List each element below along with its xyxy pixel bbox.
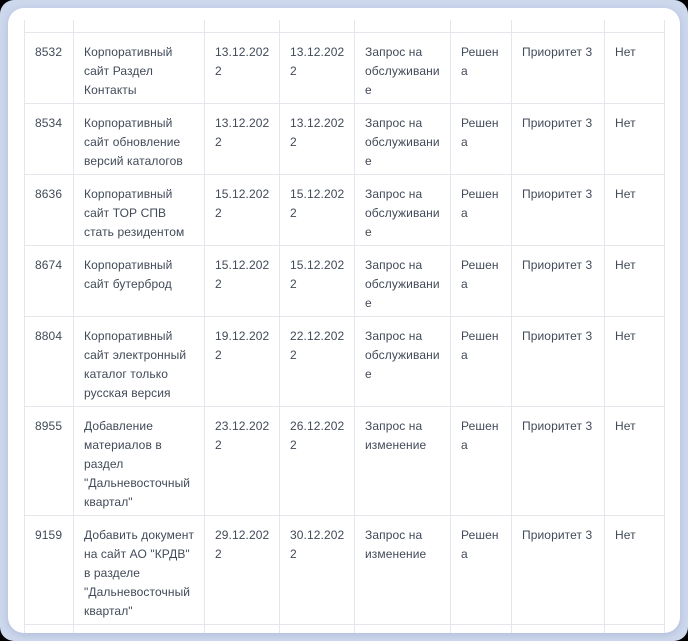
ticket-date-end-cell: 22.12.2022 <box>279 316 355 407</box>
ticket-id-cell: 8636 <box>24 174 74 246</box>
ticket-subject-cell: Корпоративный сайт электронный каталог т… <box>73 316 205 407</box>
table-row[interactable]: 8534 Корпоративный сайт обновление верси… <box>24 103 665 175</box>
ticket-date-start-cell: 13.12.2022 <box>204 103 280 175</box>
table-row[interactable]: 9183 Корпоративный сайт_убрать баннер 30… <box>24 624 665 633</box>
ticket-priority-cell: Приоритет 3 <box>511 624 605 633</box>
ticket-flag-cell: Нет <box>604 32 665 104</box>
ticket-flag-cell: Нет <box>604 406 665 516</box>
clipped-row-top <box>24 20 665 33</box>
ticket-priority-cell: Приоритет 3 <box>511 103 605 175</box>
ticket-priority-cell: Приоритет 3 <box>511 32 605 104</box>
ticket-date-start-cell: 29.12.2022 <box>204 515 280 625</box>
ticket-subject-cell: Корпоративный сайт обновление версий кат… <box>73 103 205 175</box>
ticket-status-cell: Решена <box>450 624 512 633</box>
ticket-date-end-cell: 15.12.2022 <box>279 245 355 317</box>
ticket-priority-cell: Приоритет 3 <box>511 174 605 246</box>
ticket-id-cell: 8674 <box>24 245 74 317</box>
ticket-date-start-cell: 13.12.2022 <box>204 32 280 104</box>
tickets-table: 8532 Корпоративный сайт Раздел Контакты … <box>24 20 665 633</box>
ticket-flag-cell: Нет <box>604 245 665 317</box>
ticket-id-cell: 9183 <box>24 624 74 633</box>
ticket-id-cell: 8955 <box>24 406 74 516</box>
ticket-date-end-cell: 15.12.2022 <box>279 174 355 246</box>
ticket-flag-cell: Нет <box>604 316 665 407</box>
ticket-id-cell: 8804 <box>24 316 74 407</box>
ticket-status-cell: Решена <box>450 316 512 407</box>
ticket-date-end-cell: 13.12.2022 <box>279 103 355 175</box>
ticket-date-start-cell: 23.12.2022 <box>204 406 280 516</box>
ticket-request-type-cell: Запрос на изменение <box>354 515 451 625</box>
table-row[interactable]: 8636 Корпоративный сайт ТОР СПВ стать ре… <box>24 174 665 246</box>
ticket-date-end-cell: 13.12.2022 <box>279 32 355 104</box>
ticket-id-cell: 8532 <box>24 32 74 104</box>
ticket-subject-cell: Корпоративный сайт ТОР СПВ стать резиден… <box>73 174 205 246</box>
content-card: 8532 Корпоративный сайт Раздел Контакты … <box>8 8 680 633</box>
ticket-id-cell: 8534 <box>24 103 74 175</box>
ticket-flag-cell: Нет <box>604 624 665 633</box>
ticket-request-type-cell: Запрос на обслуживание <box>354 32 451 104</box>
ticket-date-end-cell: 26.12.2022 <box>279 406 355 516</box>
ticket-date-start-cell: 15.12.2022 <box>204 174 280 246</box>
ticket-status-cell: Решена <box>450 32 512 104</box>
ticket-priority-cell: Приоритет 3 <box>511 316 605 407</box>
table-row[interactable]: 9159 Добавить документ на сайт АО "КРДВ"… <box>24 515 665 625</box>
ticket-status-cell: Решена <box>450 515 512 625</box>
ticket-subject-cell: Корпоративный сайт Раздел Контакты <box>73 32 205 104</box>
ticket-priority-cell: Приоритет 3 <box>511 406 605 516</box>
ticket-request-type-cell: Запрос на обслуживание <box>354 624 451 633</box>
ticket-flag-cell: Нет <box>604 515 665 625</box>
ticket-flag-cell: Нет <box>604 103 665 175</box>
table-row[interactable]: 8955 Добавление материалов в раздел "Дал… <box>24 406 665 516</box>
ticket-date-start-cell: 30.12.2022 <box>204 624 280 633</box>
ticket-flag-cell: Нет <box>604 174 665 246</box>
ticket-priority-cell: Приоритет 3 <box>511 245 605 317</box>
ticket-id-cell: 9159 <box>24 515 74 625</box>
table-row[interactable]: 8532 Корпоративный сайт Раздел Контакты … <box>24 32 665 104</box>
ticket-request-type-cell: Запрос на обслуживание <box>354 245 451 317</box>
ticket-status-cell: Решена <box>450 103 512 175</box>
ticket-request-type-cell: Запрос на обслуживание <box>354 103 451 175</box>
ticket-request-type-cell: Запрос на обслуживание <box>354 316 451 407</box>
tickets-table-body: 8532 Корпоративный сайт Раздел Контакты … <box>24 32 665 633</box>
table-row[interactable]: 8804 Корпоративный сайт электронный ката… <box>24 316 665 407</box>
ticket-request-type-cell: Запрос на изменение <box>354 406 451 516</box>
ticket-subject-cell: Добавить документ на сайт АО "КРДВ" в ра… <box>73 515 205 625</box>
ticket-date-end-cell: 30.12.2022 <box>279 515 355 625</box>
ticket-status-cell: Решена <box>450 174 512 246</box>
ticket-date-start-cell: 15.12.2022 <box>204 245 280 317</box>
ticket-subject-cell: Корпоративный сайт бутерброд <box>73 245 205 317</box>
ticket-priority-cell: Приоритет 3 <box>511 515 605 625</box>
ticket-date-end-cell: 30.12.2022 <box>279 624 355 633</box>
table-row-partial <box>24 20 665 33</box>
ticket-subject-cell: Добавление материалов в раздел "Дальнево… <box>73 406 205 516</box>
ticket-status-cell: Решена <box>450 245 512 317</box>
ticket-subject-cell: Корпоративный сайт_убрать баннер <box>73 624 205 633</box>
ticket-request-type-cell: Запрос на обслуживание <box>354 174 451 246</box>
table-row[interactable]: 8674 Корпоративный сайт бутерброд 15.12.… <box>24 245 665 317</box>
ticket-status-cell: Решена <box>450 406 512 516</box>
ticket-date-start-cell: 19.12.2022 <box>204 316 280 407</box>
